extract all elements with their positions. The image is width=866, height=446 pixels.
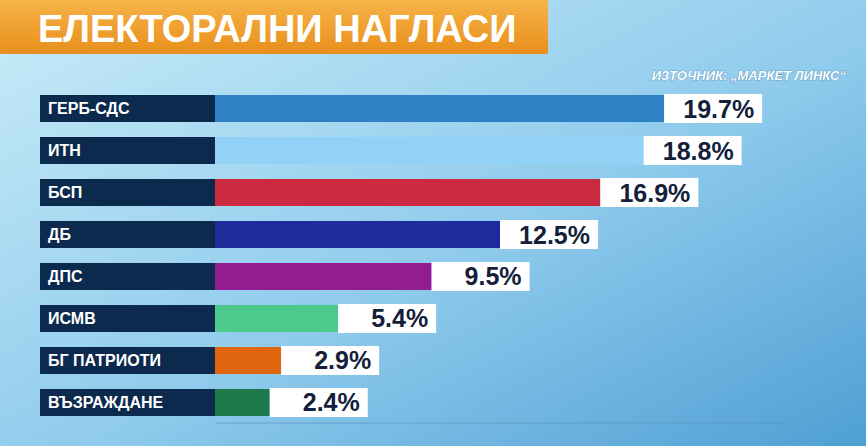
data-label-group: 9.5%	[432, 262, 530, 291]
data-label-box	[664, 94, 762, 123]
category-label: ГЕРБ-СДС	[48, 100, 130, 117]
data-label: 2.9%	[314, 346, 371, 374]
category-label: БСП	[48, 184, 82, 201]
bar	[215, 347, 281, 374]
category-labels: ГЕРБ-СДС ИТН БСП ДБ ДПС ИСМВ БГ ПАТРИОТИ ВЪЗРАЖ…	[40, 95, 215, 416]
data-label-group: 16.9%	[600, 178, 698, 207]
category-box	[40, 347, 215, 374]
data-label-box	[600, 178, 698, 207]
data-label-group: 5.4%	[338, 304, 436, 333]
category-label: ИСМВ	[48, 310, 96, 327]
x-axis-line	[215, 423, 785, 424]
category-box	[40, 389, 215, 416]
category-box	[40, 221, 215, 248]
data-labels: 19.7% 18.8% 16.9% 12.5% 9.5% 5.4%2.9% 2.4%	[270, 94, 762, 417]
data-label-box	[500, 220, 598, 249]
chart-root: ЕЛЕКТОРАЛНИ НАГЛАСИ ИЗТОЧНИК: „МАРКЕТ ЛИН…	[0, 0, 866, 446]
data-label: 16.9%	[619, 179, 690, 207]
category-label: ДПС	[48, 268, 83, 285]
data-label: 18.8%	[663, 137, 734, 165]
bar	[215, 95, 664, 122]
data-label: 12.5%	[519, 221, 590, 249]
bars	[215, 95, 664, 416]
category-label: ДБ	[48, 226, 71, 243]
data-label-box	[281, 346, 379, 375]
bar	[215, 389, 270, 416]
category-box	[40, 305, 215, 332]
data-label: 9.5%	[465, 262, 522, 290]
data-label-group: 2.4%	[270, 388, 368, 417]
source: ИЗТОЧНИК: „МАРКЕТ ЛИНКС“	[652, 68, 847, 83]
bar	[215, 221, 500, 248]
data-label: 5.4%	[371, 304, 428, 332]
bar	[215, 137, 644, 164]
data-label-box	[432, 262, 530, 291]
category-box	[40, 263, 215, 290]
data-label-group: 12.5%	[500, 220, 598, 249]
category-box	[40, 179, 215, 206]
data-label-group: 19.7%	[664, 94, 762, 123]
data-label-box	[338, 304, 436, 333]
bar	[215, 179, 600, 206]
bar	[215, 263, 432, 290]
category-box	[40, 137, 215, 164]
category-box	[40, 95, 215, 122]
category-label: БГ ПАТРИОТИ	[48, 352, 161, 369]
data-label-group: 2.9%	[281, 346, 379, 375]
title: ЕЛЕКТОРАЛНИ НАГЛАСИ	[38, 8, 517, 50]
bar	[215, 305, 338, 332]
data-label: 2.4%	[303, 388, 360, 416]
data-label: 19.7%	[683, 95, 754, 123]
data-label-box	[644, 136, 742, 165]
category-label: ИТН	[48, 142, 81, 159]
data-label-box	[270, 388, 368, 417]
category-label: ВЪЗРАЖДАНЕ	[48, 394, 163, 411]
title-banner	[0, 0, 548, 54]
background	[0, 0, 866, 446]
data-label-group: 18.8%	[644, 136, 742, 165]
